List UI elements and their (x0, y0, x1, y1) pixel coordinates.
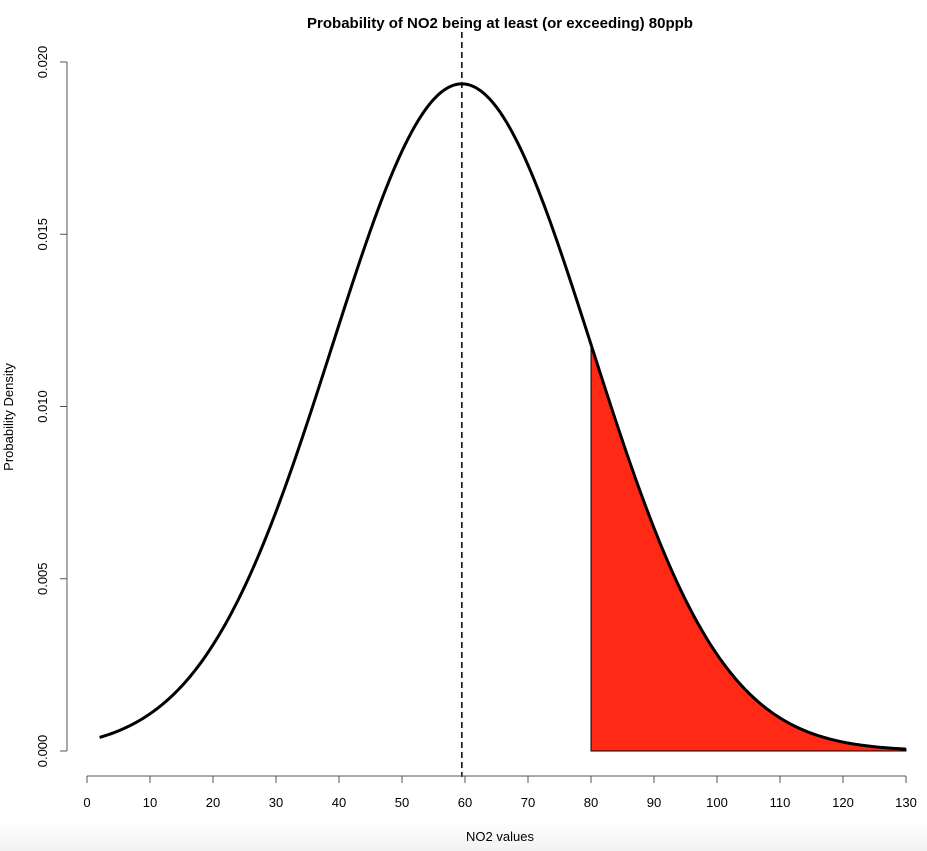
x-tick-label: 20 (206, 795, 220, 810)
x-axis-title: NO2 values (466, 829, 534, 844)
y-tick-label: 0.000 (35, 735, 50, 768)
x-tick-label: 0 (83, 795, 90, 810)
window-bottom-edge (0, 820, 927, 851)
density-curve (99, 82, 907, 751)
x-tick-label: 90 (647, 795, 661, 810)
y-tick-label: 0.015 (35, 218, 50, 251)
x-tick-label: 110 (770, 795, 791, 810)
y-tick-label: 0.005 (35, 562, 50, 595)
y-axis-title: Probability Density (1, 363, 16, 471)
x-tick-label: 60 (458, 795, 472, 810)
x-tick-label: 50 (395, 795, 409, 810)
x-tick-label: 120 (832, 795, 854, 810)
x-tick-label: 100 (706, 795, 728, 810)
x-tick-label: 130 (895, 795, 917, 810)
y-tick-label: 0.010 (35, 390, 50, 423)
x-tick-label: 30 (269, 795, 283, 810)
y-tick-label: 0.020 (35, 46, 50, 79)
chart-title: Probability of NO2 being at least (or ex… (307, 15, 693, 32)
shaded-tail-area (590, 344, 907, 752)
x-tick-label: 10 (143, 795, 157, 810)
x-tick-label: 80 (584, 795, 598, 810)
x-tick-label: 40 (332, 795, 346, 810)
x-tick-label: 70 (521, 795, 535, 810)
